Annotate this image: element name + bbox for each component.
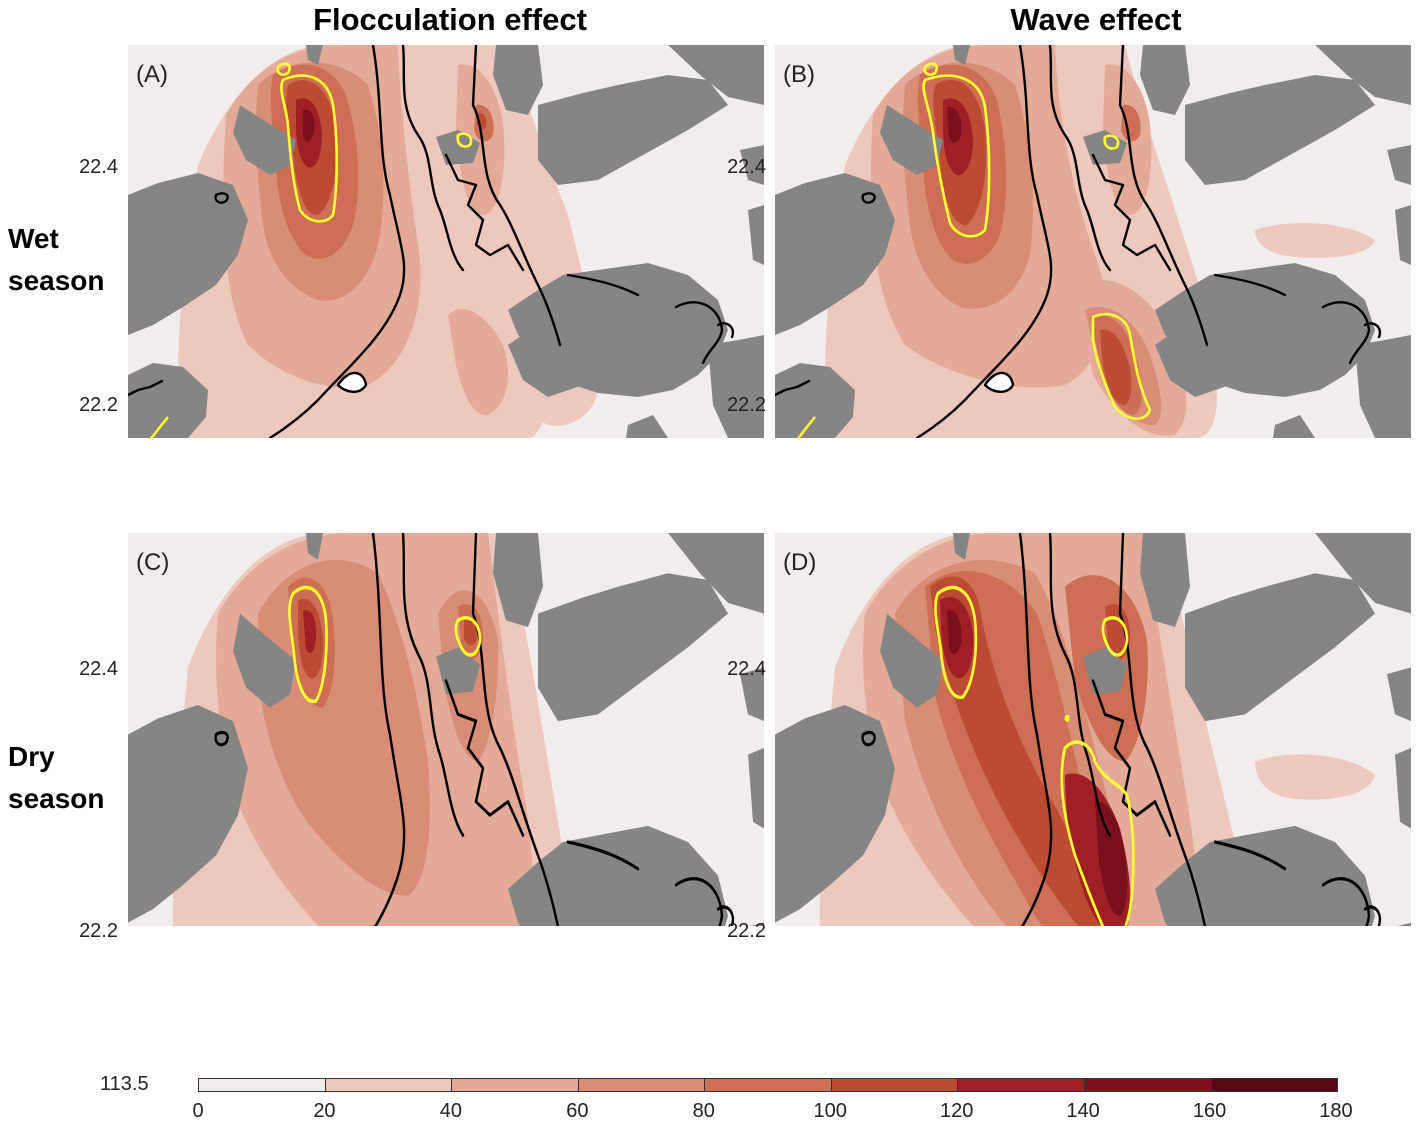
colorbar-segment-6 (957, 1079, 1084, 1091)
map-canvas-d (775, 533, 1411, 926)
map-panel-d: (D) (775, 533, 1411, 926)
colorbar-tick-label: 120 (939, 1100, 974, 1122)
panel-label-c: (C) (136, 549, 170, 576)
column-title-flocculation: Flocculation effect (313, 2, 587, 37)
colorbar-tick-label: 60 (566, 1100, 589, 1122)
colorbar-tick-label: 180 (1319, 1100, 1353, 1122)
map-canvas-c (128, 533, 764, 926)
map-panel-b: (B) (775, 45, 1411, 438)
colorbar-segment-4 (704, 1079, 831, 1091)
colorbar-ticks: 0 20 40 60 80 100 120 140 160 180 (192, 1100, 1352, 1126)
panel-label-b: (B) (783, 61, 815, 88)
lat-tick-22-2-wet-right: 22.2 (727, 394, 766, 416)
colorbar-tick-label: 100 (813, 1100, 847, 1122)
colorbar-segment-7 (1083, 1079, 1211, 1091)
colorbar-segment-8 (1210, 1079, 1338, 1091)
lat-tick-22-4-dry-right: 22.4 (727, 658, 766, 680)
map-panel-c: (C) (128, 533, 764, 926)
lat-tick-22-4-dry: 22.4 (79, 658, 118, 680)
colorbar-segment-2 (451, 1079, 578, 1091)
row-label-dry: Dry season (8, 741, 105, 814)
lat-tick-22-2-wet: 22.2 (79, 394, 118, 416)
colorbar-segment-1 (324, 1079, 452, 1091)
panel-label-d: (D) (783, 549, 817, 576)
map-canvas-b (775, 45, 1411, 438)
colorbar-tick-label: 20 (313, 1100, 336, 1122)
lat-tick-22-2-dry-right: 22.2 (727, 920, 766, 942)
colorbar-segment-0 (199, 1079, 325, 1091)
colorbar (198, 1078, 1338, 1092)
column-title-wave: Wave effect (1010, 2, 1182, 37)
colorbar-tick-label: 140 (1066, 1100, 1100, 1122)
colorbar-segment-5 (830, 1079, 958, 1091)
lat-tick-22-4-wet-right: 22.4 (727, 156, 766, 178)
colorbar-tick-label: 80 (692, 1100, 715, 1122)
colorbar-tick-label: 0 (192, 1100, 204, 1122)
panel-label-a: (A) (136, 61, 168, 88)
map-panel-a: (A) (128, 45, 764, 438)
row-label-wet: Wet season (8, 223, 105, 296)
lat-tick-22-2-dry: 22.2 (79, 920, 118, 942)
map-canvas-a (128, 45, 764, 438)
colorbar-tick-label: 160 (1192, 1100, 1227, 1122)
colorbar-tick-label: 40 (439, 1100, 462, 1122)
lat-tick-22-4-wet: 22.4 (79, 156, 118, 178)
colorbar-segment-3 (577, 1079, 705, 1091)
colorbar-lead-label: 113.5 (100, 1073, 149, 1095)
